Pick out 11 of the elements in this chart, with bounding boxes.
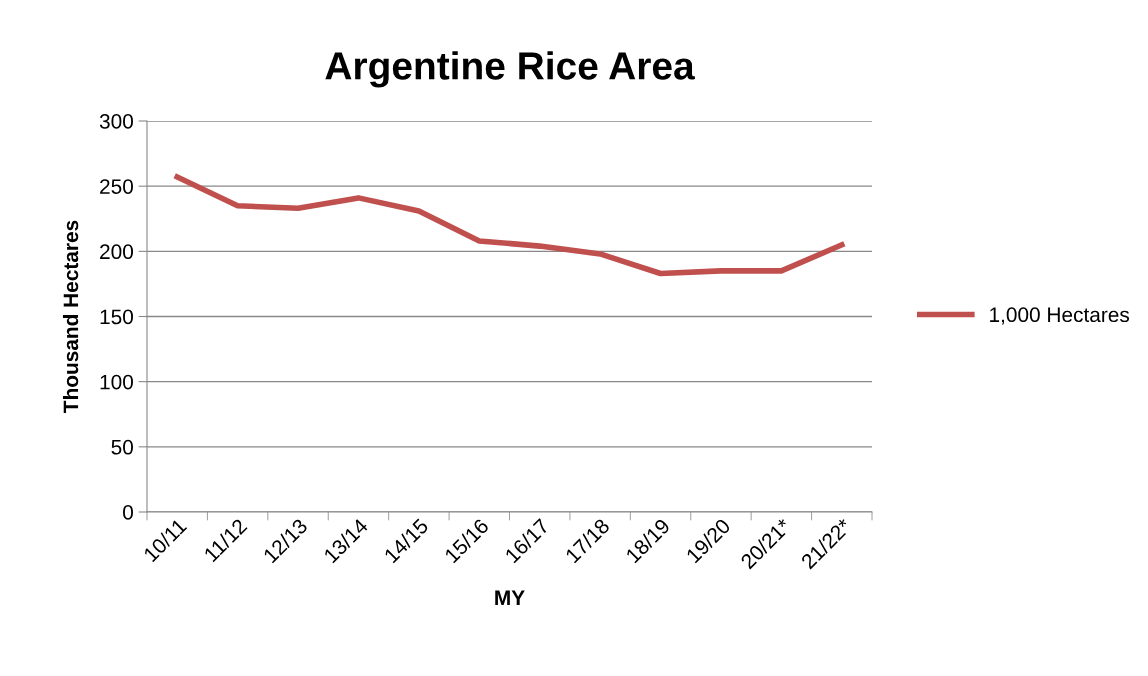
y-tick-label: 50	[111, 439, 133, 455]
y-axis-title: Thousand Hectares	[62, 220, 79, 413]
y-tick-label: 0	[123, 505, 133, 520]
legend-label: 1,000 Hectares	[990, 307, 1130, 325]
y-tick-label: 200	[100, 244, 133, 260]
y-tick-label: 250	[100, 179, 133, 194]
y-tick-label: 300	[99, 114, 133, 129]
y-tick-label: 150	[100, 309, 133, 325]
x-axis-title: MY	[495, 590, 525, 605]
y-tick-label: 100	[100, 374, 133, 390]
chart-title: Argentine Rice Area	[325, 51, 695, 88]
